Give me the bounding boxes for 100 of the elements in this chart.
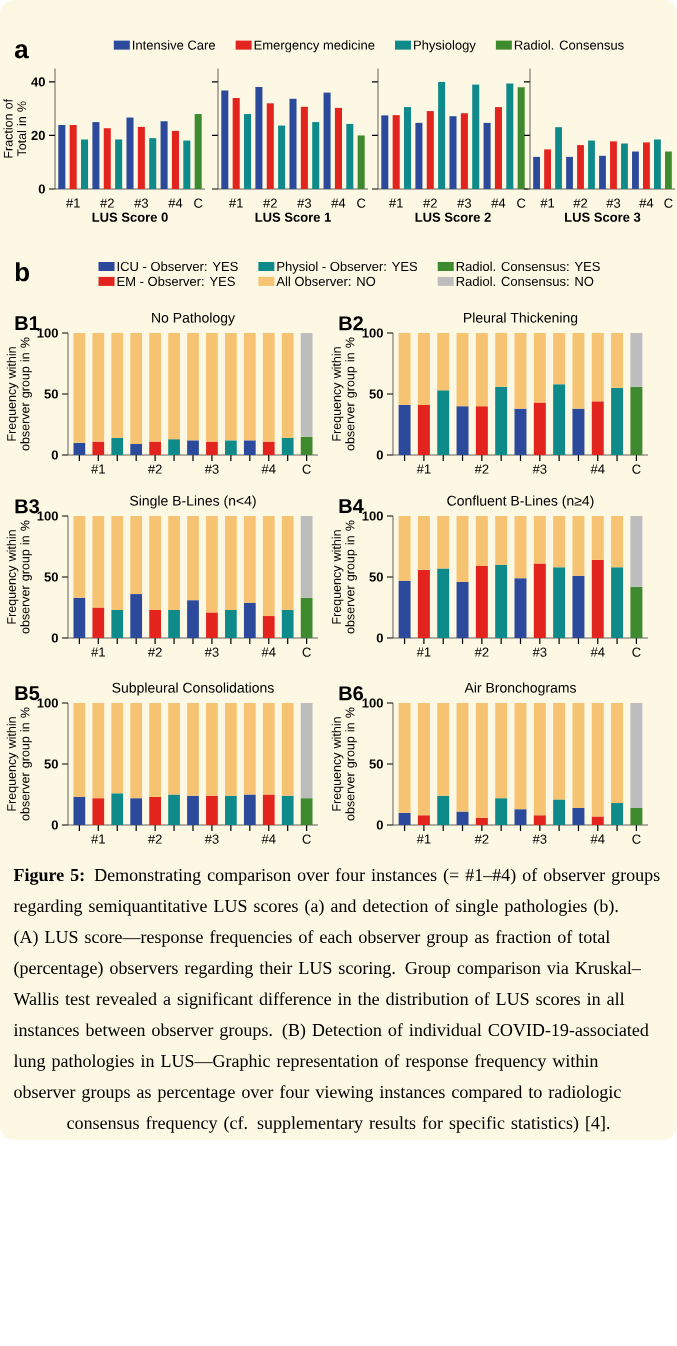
bar (533, 156, 540, 190)
x-tick-label: #2 (573, 198, 588, 208)
bar (334, 107, 342, 190)
x-tick-label: #1 (66, 198, 80, 208)
bar (417, 703, 430, 816)
y-tick-label: 50 (369, 389, 383, 399)
bar (206, 333, 218, 442)
bar (221, 90, 229, 190)
bar (168, 439, 180, 456)
bar (69, 125, 77, 190)
bar (460, 113, 468, 190)
x-tick-label: #3 (134, 198, 149, 208)
bar (495, 564, 508, 639)
bar (281, 333, 294, 438)
bar (533, 333, 546, 403)
x-tick-label: C (194, 198, 203, 208)
bar (572, 807, 585, 826)
bar (73, 597, 86, 639)
chart-title: No Pathology (152, 312, 235, 326)
bar (130, 516, 143, 595)
bar (149, 796, 161, 826)
bar (533, 516, 546, 564)
bar (456, 811, 469, 826)
text: Figure 5: Demonstrating comparison over four instances (= #1–#4) of observer groups regarding semiquantitative LUS scores (a) and detection of single pathologies (b). (A) LUS score—response frequencies of each observer group as fraction of total (percentage) observers regarding their LUS scoring. Group comparison via Kruskal–Wallis test revealed a significant difference in the distribution of LUS scores in all instances between observer groups. (B) Detection of individual COVID-19-associated lung pathologies in LUS—Graphic representation of response frequency within observer groups as percentage over four viewing instances compared to radiologic consensus frequency (cf. supplementary results for specific statistics) [4]. (13, 868, 660, 1133)
bar (243, 333, 256, 441)
bar (553, 567, 566, 639)
bar (475, 406, 488, 456)
legend-label: Emergency medicine (254, 40, 375, 53)
bar (381, 115, 389, 190)
bar (632, 151, 639, 190)
bar (300, 516, 313, 598)
bar (665, 151, 672, 190)
legend-label: Intensive Care (133, 40, 216, 50)
bar (194, 114, 202, 190)
legend-label: All Observer: NO (276, 276, 376, 286)
bar (438, 81, 446, 190)
bar (149, 333, 161, 442)
bar (621, 143, 628, 190)
x-tick-label: C (357, 198, 366, 208)
x-tick-label: #4 (331, 198, 346, 208)
bar (437, 516, 450, 569)
bar (611, 567, 624, 639)
bar (130, 333, 143, 445)
y-tick-label: 20 (31, 130, 45, 141)
chart-title: Subpleural Consolidations (112, 682, 274, 696)
x-tick-label: #3 (532, 834, 547, 844)
bar (437, 390, 450, 456)
bar (300, 798, 313, 826)
bar (187, 703, 199, 796)
bar (111, 333, 124, 438)
x-tick-label: #2 (474, 464, 489, 474)
bar (417, 516, 430, 570)
bar (630, 333, 643, 387)
chart-title: Air Bronchograms (464, 682, 576, 696)
y-axis-title: Fraction of Total in % (3, 98, 27, 158)
bar (130, 798, 143, 826)
bar (111, 437, 124, 456)
bar (262, 794, 275, 826)
x-tick-label: C (302, 647, 311, 657)
bar (591, 559, 604, 639)
bar (611, 387, 624, 456)
bar (456, 703, 469, 812)
bar (591, 333, 604, 402)
bar (244, 114, 252, 190)
bar (514, 578, 527, 639)
bar (514, 703, 527, 810)
bar (255, 86, 263, 190)
y-tick-label: 0 (376, 820, 383, 830)
x-tick-label: C (632, 834, 641, 844)
text: B1 (15, 316, 40, 330)
y-axis-title: Frequency within observer group in % (331, 520, 357, 634)
x-tick-label: C (517, 198, 526, 208)
bar (572, 516, 585, 576)
x-tick-label: #4 (639, 198, 654, 208)
bar (168, 703, 180, 795)
bar (300, 106, 308, 190)
bar (495, 333, 508, 387)
bar (206, 441, 218, 456)
bar (514, 809, 527, 826)
x-tick-label: #1 (389, 198, 403, 208)
y-axis-title: Frequency within observer group in % (6, 337, 32, 451)
bar (73, 703, 86, 797)
bar (483, 122, 491, 190)
bar (130, 703, 143, 799)
legend-label: Radiol. Consensus: YES (456, 261, 600, 272)
y-tick-label: 0 (51, 450, 58, 460)
bar (533, 563, 546, 639)
bar (566, 156, 573, 190)
bar (58, 125, 66, 190)
bar (630, 386, 643, 456)
bar (187, 440, 199, 456)
bar (187, 516, 199, 601)
x-tick-label: #2 (474, 647, 489, 657)
bar (300, 703, 313, 799)
bar (149, 609, 161, 639)
bar (92, 122, 100, 190)
x-tick-label: #2 (147, 834, 162, 844)
bar (494, 107, 502, 190)
bar (206, 612, 218, 639)
x-axis-title: LUS Score 1 (255, 212, 331, 222)
